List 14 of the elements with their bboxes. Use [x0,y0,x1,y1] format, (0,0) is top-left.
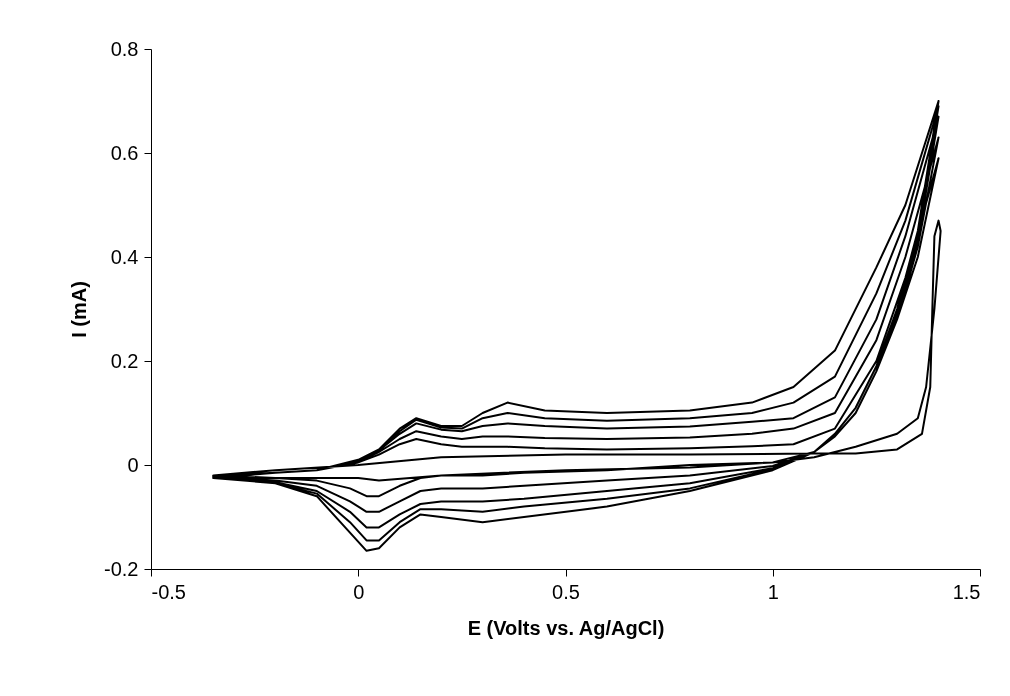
x-tick-label: -0.5 [151,580,186,603]
x-axis-title: E (Volts vs. Ag/AgCl) [467,616,665,639]
y-tick-label: 0 [127,453,139,476]
y-axis-title: I (mA) [68,281,91,338]
x-tick-label: 0 [353,580,365,603]
x-tick-label: 1.5 [952,580,981,603]
y-tick-label: -0.2 [104,557,139,580]
y-tick-label: 0.2 [110,349,139,372]
y-tick-label: 0.6 [110,141,139,164]
x-tick-label: 0.5 [552,580,580,603]
x-tick-label: 1 [767,580,779,603]
y-tick-label: 0.8 [110,37,139,60]
line-series [212,100,942,552]
y-tick-label: 0.4 [110,245,139,268]
